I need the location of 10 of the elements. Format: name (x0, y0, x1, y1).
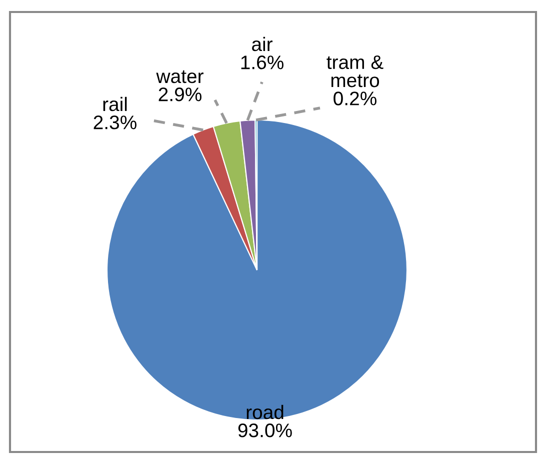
data-label: 93.0% (238, 424, 292, 438)
slice-label: air (252, 36, 272, 52)
data-label: 1.6% (241, 56, 284, 70)
slice-label: water (156, 70, 204, 84)
data-label: 0.2% (334, 92, 376, 106)
slice-label: road (246, 404, 284, 420)
slice-label: rail (103, 96, 127, 112)
data-label: 2.9% (158, 88, 202, 102)
slice-label: tram & metro (326, 55, 384, 88)
data-label: 2.3% (94, 116, 136, 130)
